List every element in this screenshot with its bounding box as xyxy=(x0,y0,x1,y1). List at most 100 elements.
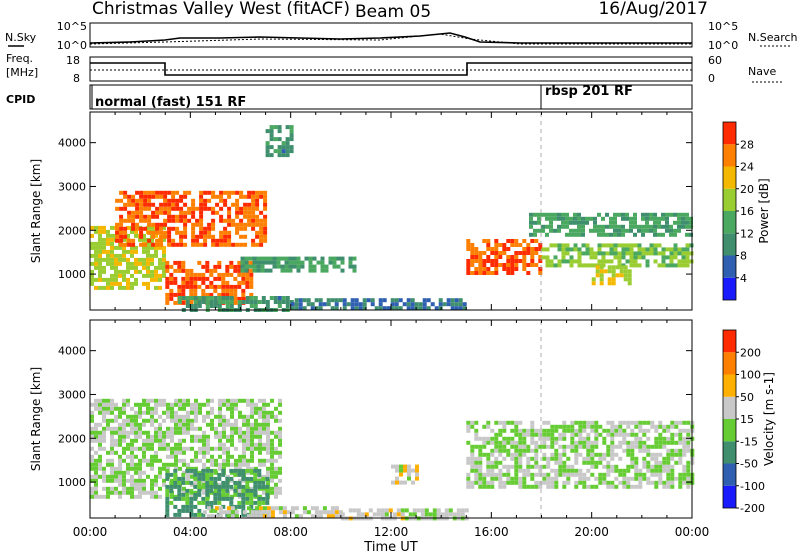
heatmap-cell xyxy=(240,268,245,273)
heatmap-cell xyxy=(90,490,94,495)
heatmap-cell xyxy=(646,464,651,469)
heatmap-cell xyxy=(642,448,647,453)
heatmap-cell xyxy=(170,430,174,435)
colorbar-segment xyxy=(723,233,736,256)
heatmap-cell xyxy=(266,470,270,475)
heatmap-cell xyxy=(214,458,218,463)
heatmap-cell xyxy=(266,506,271,511)
heatmap-cell xyxy=(90,245,94,250)
heatmap-cell xyxy=(258,478,262,483)
heatmap-cell xyxy=(150,458,154,463)
heatmap-cell xyxy=(506,476,511,481)
heatmap-cell xyxy=(577,212,581,217)
heatmap-cell xyxy=(118,438,122,443)
heatmap-cell xyxy=(494,460,499,465)
heatmap-cell xyxy=(302,298,307,303)
heatmap-cell xyxy=(142,418,146,423)
heatmap-cell xyxy=(638,484,643,489)
heatmap-cell xyxy=(478,448,483,453)
heatmap-cell xyxy=(260,268,265,273)
heatmap-cell xyxy=(177,260,182,265)
heatmap-cell xyxy=(634,424,639,429)
heatmap-cell xyxy=(250,466,254,471)
heatmap-cell xyxy=(126,470,130,475)
heatmap-cell xyxy=(182,450,186,455)
heatmap-cell xyxy=(586,476,591,481)
heatmap-cell xyxy=(122,273,126,278)
heatmap-cell xyxy=(590,456,595,461)
heatmap-cell xyxy=(266,410,270,415)
heatmap-cell xyxy=(162,225,166,230)
heatmap-cell xyxy=(682,428,687,433)
heatmap-cell xyxy=(464,508,469,513)
heatmap-cell xyxy=(143,194,148,199)
heatmap-cell xyxy=(177,480,182,485)
heatmap-cell xyxy=(654,456,659,461)
heatmap-cell xyxy=(263,194,268,199)
heatmap-cell xyxy=(470,251,475,255)
heatmap-cell xyxy=(270,474,274,479)
heatmap-cell xyxy=(150,446,154,451)
heatmap-cell xyxy=(613,243,618,248)
heatmap-cell xyxy=(486,239,491,243)
heatmap-cell xyxy=(490,448,495,453)
heatmap-cell xyxy=(162,253,166,258)
heatmap-cell xyxy=(440,512,445,517)
heatmap-cell xyxy=(630,460,635,465)
heatmap-cell xyxy=(262,510,267,515)
heatmap-cell xyxy=(518,480,523,485)
heatmap-cell xyxy=(340,268,345,273)
heatmap-cell xyxy=(165,496,170,501)
heatmap-cell xyxy=(178,466,182,471)
heatmap-cell xyxy=(391,464,395,469)
heatmap-cell xyxy=(289,300,294,304)
heatmap-cell xyxy=(396,512,401,517)
heatmap-cell xyxy=(214,414,218,419)
heatmap-cell xyxy=(666,468,671,473)
heatmap-cell xyxy=(190,426,194,431)
heatmap-cell xyxy=(306,510,311,515)
heatmap-cell xyxy=(190,434,194,439)
heatmap-cell xyxy=(613,212,617,217)
heatmap-cell xyxy=(146,225,150,230)
heatmap-cell xyxy=(94,402,98,407)
heatmap-cell xyxy=(222,434,226,439)
heatmap-cell xyxy=(686,480,691,485)
heatmap-cell xyxy=(686,440,691,445)
heatmap-cell xyxy=(270,454,274,459)
heatmap-cell xyxy=(399,464,403,469)
heatmap-cell xyxy=(210,462,214,467)
heatmap-cell xyxy=(296,256,301,261)
heatmap-cell xyxy=(238,434,242,439)
heatmap-cell xyxy=(518,251,523,255)
heatmap-cell xyxy=(225,264,230,269)
heatmap-cell xyxy=(436,508,441,513)
heatmap-cell xyxy=(602,452,607,457)
heatmap-cell xyxy=(254,402,258,407)
heatmap-cell xyxy=(258,422,262,427)
heatmap-cell xyxy=(350,302,355,307)
heatmap-cell xyxy=(526,428,531,433)
heatmap-cell xyxy=(163,202,168,207)
heatmap-cell xyxy=(268,268,273,273)
heatmap-cell xyxy=(494,432,499,437)
heatmap-cell xyxy=(147,214,152,219)
heatmap-cell xyxy=(269,125,274,130)
heatmap-cell xyxy=(494,259,499,263)
heatmap-cell xyxy=(122,277,126,282)
heatmap-cell xyxy=(138,257,142,262)
heatmap-cell xyxy=(613,251,618,256)
heatmap-cell xyxy=(177,484,182,489)
heatmap-cell xyxy=(394,298,399,303)
heatmap-cell xyxy=(263,222,268,227)
heatmap-cell xyxy=(554,428,559,433)
heatmap-cell xyxy=(191,230,196,235)
heatmap-cell xyxy=(173,480,178,485)
heatmap-cell xyxy=(399,468,403,473)
heatmap-cell xyxy=(682,444,687,449)
heatmap-cell xyxy=(642,456,647,461)
heatmap-cell xyxy=(147,190,152,195)
heatmap-cell xyxy=(370,302,375,307)
heatmap-cell xyxy=(194,490,198,495)
heatmap-cell xyxy=(114,490,118,495)
